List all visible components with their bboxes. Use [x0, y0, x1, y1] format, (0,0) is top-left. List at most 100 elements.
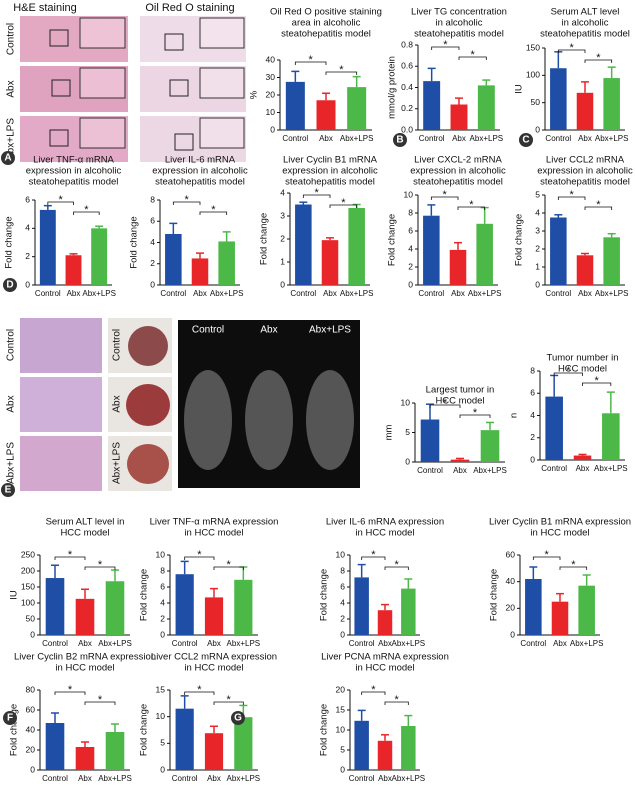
- chart-title: steatohepatitis model: [155, 177, 245, 188]
- y-tick-label: 2: [408, 261, 413, 271]
- row-label: Abx+LPS: [112, 442, 123, 484]
- chart-title: steatohepatitis model: [413, 177, 503, 188]
- chart-title: Liver Cyclin B1 mRNA expression: [489, 517, 631, 528]
- chart-title: expression in alcoholic: [410, 166, 506, 177]
- significance-bracket: [184, 556, 215, 560]
- y-tick-label: 0: [405, 456, 410, 466]
- y-tick-label: 30: [266, 72, 276, 82]
- significance-bracket: [361, 691, 386, 695]
- significance-star: *: [570, 42, 575, 54]
- y-tick-label: 10: [401, 397, 411, 407]
- significance-bracket: [557, 49, 586, 53]
- bar: [45, 723, 65, 770]
- bar: [285, 81, 305, 130]
- bar: [401, 588, 416, 635]
- significance-star: *: [395, 694, 400, 706]
- significance-bracket: [384, 701, 409, 705]
- chart-title: steatohepatitis model: [285, 177, 375, 188]
- row-label: Abx: [6, 80, 17, 97]
- y-tick-label: 0: [160, 764, 165, 774]
- significance-star: *: [68, 549, 73, 561]
- bar: [234, 717, 253, 770]
- bar: [476, 223, 493, 285]
- bar: [91, 228, 108, 285]
- x-tick-label: Abx+LPS: [595, 289, 629, 298]
- chart-title: in alcoholic: [436, 18, 483, 29]
- y-tick-label: 3: [280, 210, 285, 220]
- y-tick-label: 0: [280, 279, 285, 289]
- significance-bracket: [213, 701, 244, 705]
- x-tick-label: Control: [349, 774, 375, 783]
- significance-star: *: [473, 407, 478, 419]
- chart-title: in HCC model: [530, 528, 589, 539]
- bar: [573, 455, 592, 460]
- y-tick-label: 15: [156, 684, 166, 694]
- x-tick-label: Abx: [378, 639, 392, 648]
- significance-bracket: [84, 566, 116, 570]
- x-tick-label: Abx: [78, 774, 92, 783]
- y-tick-label: 100: [526, 70, 540, 80]
- y-tick-label: 15: [336, 704, 346, 714]
- y-tick-label: 0: [510, 629, 515, 639]
- chart-title: Largest tumor in: [426, 385, 495, 396]
- he-title: H&E staining: [13, 2, 77, 14]
- bar: [75, 598, 95, 635]
- x-tick-label: Abx: [378, 774, 392, 783]
- bar: [578, 585, 595, 635]
- y-axis-label: Fold change: [319, 569, 330, 621]
- significance-bracket: [557, 196, 586, 200]
- chart-title: Liver CXCL-2 mRNA: [414, 155, 502, 166]
- y-tick-label: 5: [340, 744, 345, 754]
- y-tick-label: 4: [150, 237, 155, 247]
- significance-bracket: [302, 194, 331, 198]
- y-tick-label: 250: [21, 549, 35, 559]
- chart-title: in HCC model: [355, 528, 414, 539]
- bar: [377, 740, 393, 770]
- row-label: Control: [6, 329, 17, 361]
- y-tick-label: 2: [535, 243, 540, 253]
- panel-letter: C: [522, 135, 529, 146]
- bar: [420, 419, 440, 462]
- significance-star: *: [211, 204, 216, 216]
- x-tick-label: Abx+LPS: [392, 639, 426, 648]
- y-tick-label: 10: [156, 549, 166, 559]
- y-tick-label: 5: [405, 427, 410, 437]
- significance-bracket: [325, 71, 358, 75]
- significance-star: *: [595, 375, 600, 387]
- y-axis-label: IU: [514, 84, 525, 94]
- chart-title: in HCC model: [184, 528, 243, 539]
- he-hcc-images: [20, 318, 102, 491]
- y-axis-label: Fold change: [259, 213, 270, 265]
- y-tick-label: 200: [21, 565, 35, 575]
- y-axis-label: Fold change: [387, 214, 398, 266]
- panel-letter: G: [234, 713, 242, 724]
- x-tick-label: Control: [290, 289, 316, 298]
- significance-star: *: [197, 684, 202, 696]
- significance-star: *: [371, 549, 376, 561]
- chart-title: expression in alcoholic: [152, 166, 248, 177]
- y-tick-label: 0: [535, 279, 540, 289]
- chart-title: steatohepatitis model: [281, 29, 371, 40]
- x-tick-label: Abx: [576, 464, 590, 473]
- bar: [551, 601, 569, 635]
- y-tick-label: 0: [340, 629, 345, 639]
- y-tick-label: 8: [340, 565, 345, 575]
- y-tick-label: 0.2: [401, 103, 413, 113]
- mri-col-label: Control: [192, 325, 224, 336]
- bar: [105, 581, 125, 635]
- bar: [65, 255, 82, 285]
- significance-star: *: [443, 189, 448, 201]
- y-tick-label: 5: [160, 738, 165, 748]
- y-axis-label: Fold change: [319, 704, 330, 756]
- y-tick-label: 10: [336, 549, 346, 559]
- bar: [204, 733, 224, 770]
- y-tick-label: 4: [280, 187, 285, 197]
- bar: [321, 240, 339, 285]
- bar: [316, 100, 336, 130]
- significance-bracket: [73, 211, 100, 215]
- x-tick-label: Abx: [207, 774, 221, 783]
- y-tick-label: 1: [535, 261, 540, 271]
- x-tick-label: Abx+LPS: [594, 464, 628, 473]
- bar: [525, 579, 542, 635]
- significance-bracket: [54, 556, 86, 560]
